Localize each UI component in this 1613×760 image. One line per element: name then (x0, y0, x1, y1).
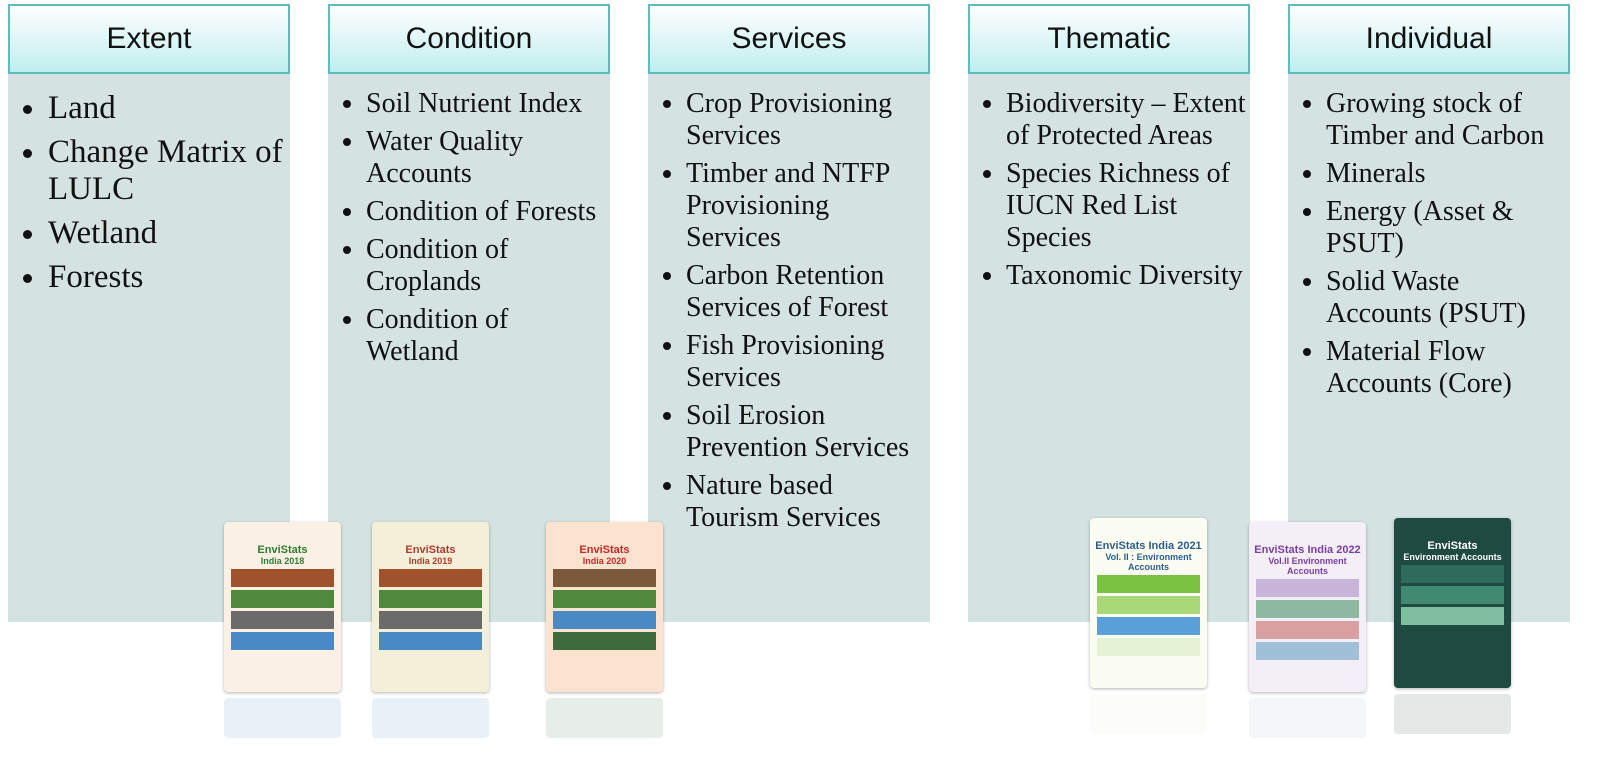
list-item: Forests (48, 259, 286, 296)
cover-title: EnviStats India 2021 (1090, 540, 1207, 552)
list-item: Condition of Wetland (366, 304, 606, 368)
list-item: Fish Provisioning Services (686, 330, 926, 394)
cover-photo (231, 611, 334, 629)
list-item: Water Quality Accounts (366, 126, 606, 190)
cover-title: EnviStats (372, 544, 489, 556)
cover-photo (379, 632, 482, 650)
cover-reflection (1249, 698, 1366, 738)
list-item: Change Matrix of LULC (48, 134, 286, 208)
column-header: Services (648, 4, 930, 74)
cover-photo (1401, 628, 1504, 646)
list-item: Crop Provisioning Services (686, 88, 926, 152)
cover-photo (379, 611, 482, 629)
item-list: Land Change Matrix of LULC Wetland Forests (8, 90, 290, 296)
cover-photo (553, 569, 656, 587)
item-list: Biodiversity – Extent of Protected Areas… (968, 88, 1250, 292)
cover-photo (379, 590, 482, 608)
list-item: Soil Nutrient Index (366, 88, 606, 120)
slide: Extent Land Change Matrix of LULC Wetland Fo… (0, 0, 1613, 760)
list-item: Minerals (1326, 158, 1566, 190)
cover-photo (231, 590, 334, 608)
column-header: Extent (8, 4, 290, 74)
cover-photo (1401, 607, 1504, 625)
cover-edition: Vol. II : Environment Accounts (1090, 552, 1207, 572)
cover-edition: India 2019 (372, 556, 489, 566)
list-item: Material Flow Accounts (Core) (1326, 336, 1566, 400)
list-item: Biodiversity – Extent of Protected Areas (1006, 88, 1246, 152)
list-item: Nature based Tourism Services (686, 470, 926, 534)
list-item: Condition of Forests (366, 196, 606, 228)
list-item: Solid Waste Accounts (PSUT) (1326, 266, 1566, 330)
list-item: Soil Erosion Prevention Services (686, 400, 926, 464)
column: Services Crop Provisioning ServicesTimber… (648, 4, 930, 622)
list-item: Condition of Croplands (366, 234, 606, 298)
cover-photo (1256, 642, 1359, 660)
column-header: Condition (328, 4, 610, 74)
cover-title: EnviStats (224, 544, 341, 556)
cover-photo (1097, 617, 1200, 635)
cover-reflection (1394, 694, 1511, 734)
item-list: Growing stock of Timber and Carbon Minera… (1288, 88, 1570, 400)
cover-edition: Vol.II Environment Accounts (1249, 556, 1366, 576)
column-header: Individual (1288, 4, 1570, 74)
cover-edition: India 2020 (546, 556, 663, 566)
cover-reflection (1090, 694, 1207, 734)
list-item: Timber and NTFP Provisioning Services (686, 158, 926, 254)
cover-title: EnviStats (546, 544, 663, 556)
cover-title: EnviStats (1394, 540, 1511, 552)
cover-photo (1097, 638, 1200, 656)
item-list: Soil Nutrient Index Water Quality Account… (328, 88, 610, 368)
cover-photo (379, 569, 482, 587)
cover-edition: India 2018 (224, 556, 341, 566)
list-item: Land (48, 90, 286, 127)
cover-photo (231, 569, 334, 587)
cover-photo (1256, 621, 1359, 639)
cover-photo (1256, 579, 1359, 597)
list-item: Energy (Asset & PSUT) (1326, 196, 1566, 260)
cover-edition: Environment Accounts (1394, 552, 1511, 562)
list-item: Species Richness of IUCN Red List Specie… (1006, 158, 1246, 254)
item-list: Crop Provisioning ServicesTimber and NTF… (648, 88, 930, 534)
list-item: Carbon Retention Services of Forest (686, 260, 926, 324)
cover-photo (553, 632, 656, 650)
cover-photo (231, 632, 334, 650)
cover-photo (1097, 596, 1200, 614)
column-header: Thematic (968, 4, 1250, 74)
cover-photo (1256, 600, 1359, 618)
cover-photo (553, 590, 656, 608)
cover-photo (1401, 586, 1504, 604)
cover-title: EnviStats India 2022 (1249, 544, 1366, 556)
list-item: Growing stock of Timber and Carbon (1326, 88, 1566, 152)
cover-photo (1401, 565, 1504, 583)
cover-reflection (372, 698, 489, 738)
cover-photo (553, 611, 656, 629)
list-item: Wetland (48, 215, 286, 252)
cover-reflection (546, 698, 663, 738)
cover-reflection (224, 698, 341, 738)
cover-photo (1097, 575, 1200, 593)
list-item: Taxonomic Diversity (1006, 260, 1246, 292)
